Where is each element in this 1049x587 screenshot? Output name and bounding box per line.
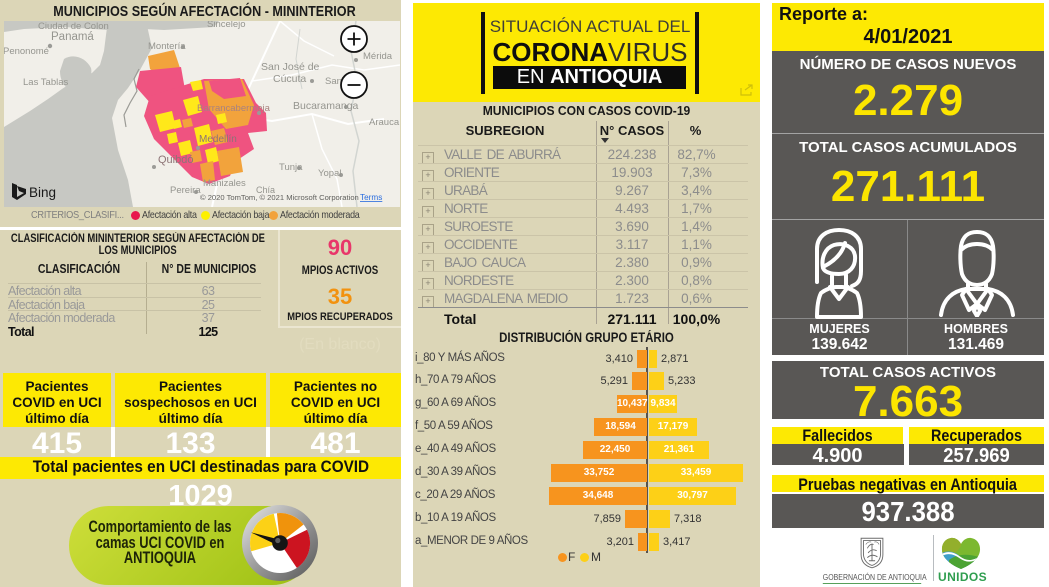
svg-text:Sincelejo: Sincelejo bbox=[207, 21, 246, 30]
svg-text:Cúcuta: Cúcuta bbox=[273, 73, 306, 85]
svg-text:Bing: Bing bbox=[29, 185, 56, 200]
svg-text:Arauca: Arauca bbox=[369, 117, 400, 128]
svg-text:Pereira: Pereira bbox=[170, 185, 201, 196]
svg-text:Terms: Terms bbox=[360, 193, 382, 202]
svg-text:Manizales: Manizales bbox=[203, 178, 246, 189]
svg-text:Tunja: Tunja bbox=[279, 162, 303, 173]
svg-text:Las Tablas: Las Tablas bbox=[23, 77, 68, 88]
svg-text:San José de: San José de bbox=[261, 61, 320, 73]
svg-text:Montería: Montería bbox=[148, 41, 186, 52]
svg-text:Penonomé: Penonomé bbox=[4, 46, 49, 57]
svg-text:Chía: Chía bbox=[256, 185, 275, 195]
svg-text:Mérida: Mérida bbox=[363, 51, 393, 62]
svg-text:© 2020 TomTom, © 2021 Microsof: © 2020 TomTom, © 2021 Microsoft Corporat… bbox=[200, 193, 359, 202]
svg-text:San C: San C bbox=[325, 76, 352, 87]
svg-text:Barrancabermeja: Barrancabermeja bbox=[197, 103, 271, 114]
svg-text:Panamá: Panamá bbox=[51, 31, 94, 43]
svg-text:Ciudad de Colon: Ciudad de Colon bbox=[38, 21, 109, 32]
svg-text:Bucaramanga: Bucaramanga bbox=[293, 100, 359, 112]
svg-text:Yopal: Yopal bbox=[318, 168, 341, 179]
svg-text:Quibdó: Quibdó bbox=[158, 154, 193, 166]
svg-text:Medellín: Medellín bbox=[199, 134, 237, 145]
